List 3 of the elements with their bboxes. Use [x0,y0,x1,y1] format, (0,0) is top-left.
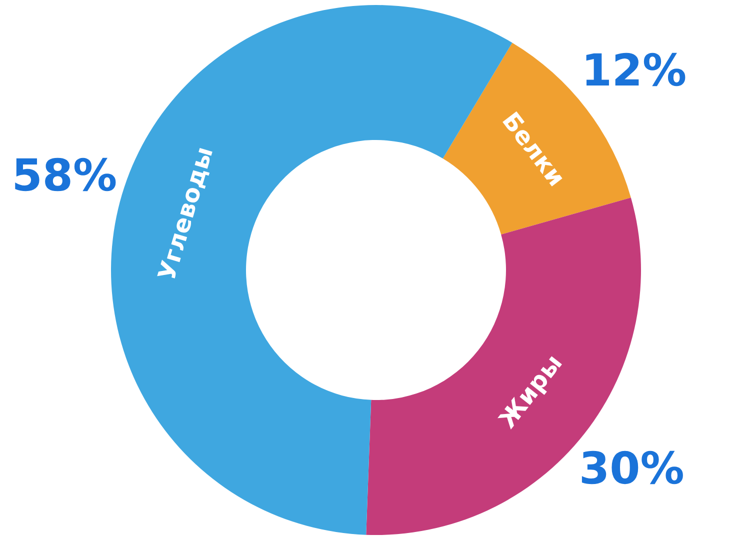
data-label: 58% [12,150,118,202]
data-label: 12% [581,45,687,96]
data-label: 30% [578,444,684,495]
